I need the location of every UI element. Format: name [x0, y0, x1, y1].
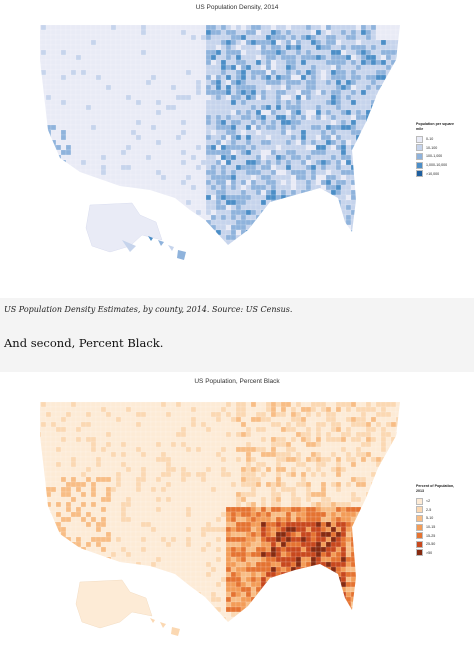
- density-map-panel: US Population Density, 2014 Population p…: [0, 0, 474, 298]
- section-heading: And second, Percent Black.: [4, 336, 164, 350]
- density-legend-item: 0-10: [416, 135, 456, 144]
- density-legend-swatch: [416, 170, 423, 178]
- density-legend-item: >10,000: [416, 169, 456, 178]
- percent-black-legend-swatch: [416, 540, 423, 548]
- density-legend-swatch: [416, 135, 423, 143]
- hawaii: [148, 236, 186, 260]
- percent-black-legend-item: 10-15: [416, 523, 456, 532]
- density-legend-label: 1,000-10,000: [426, 163, 448, 168]
- density-legend-label: >10,000: [426, 171, 440, 176]
- percent-black-legend-item: 15-25: [416, 531, 456, 540]
- percent-black-legend-swatch: [416, 523, 423, 531]
- alaska: [75, 579, 153, 629]
- percent-black-legend-swatch: [416, 514, 423, 522]
- density-legend-item: 10-100: [416, 144, 456, 153]
- percent-black-map-title: US Population, Percent Black: [194, 378, 280, 385]
- percent-black-legend-item: 5-10: [416, 514, 456, 523]
- percent-black-legend-label: 25-50: [426, 542, 436, 547]
- density-legend-label: 10-100: [426, 145, 438, 150]
- density-legend-item: 1,000-10,000: [416, 161, 456, 170]
- density-legend-swatch: [416, 152, 423, 160]
- density-map-title: US Population Density, 2014: [195, 4, 279, 11]
- density-map: [40, 25, 400, 260]
- density-legend-label: 0-10: [426, 137, 434, 142]
- density-legend-item: 100-1,000: [416, 152, 456, 161]
- percent-black-legend-label: 5-10: [426, 516, 434, 521]
- map-caption: US Population Density Estimates, by coun…: [4, 305, 293, 314]
- percent-black-legend-swatch: [416, 497, 423, 505]
- density-legend-swatch: [416, 144, 423, 152]
- density-legend-label: 100-1,000: [426, 154, 443, 159]
- percent-black-legend-swatch: [416, 532, 423, 540]
- percent-black-legend-title: Percent of Population, 2013: [416, 484, 455, 493]
- hawaii: [150, 618, 180, 636]
- alaska: [85, 202, 163, 253]
- percent-black-legend-label: >50: [426, 550, 433, 555]
- percent-black-legend-label: 2-5: [426, 507, 432, 512]
- density-legend-title: Population per square mile: [416, 122, 454, 131]
- percent-black-legend-item: <2: [416, 497, 456, 506]
- percent-black-legend-label: <2: [426, 499, 431, 504]
- percent-black-legend-swatch: [416, 549, 423, 557]
- percent-black-legend-label: 15-25: [426, 533, 436, 538]
- percent-black-legend-item: 25-50: [416, 540, 456, 549]
- percent-black-map: [40, 402, 400, 636]
- percent-black-legend-item: 2-5: [416, 506, 456, 515]
- percent-black-map-panel: US Population, Percent Black Percent of …: [0, 372, 474, 646]
- percent-black-legend-item: >50: [416, 549, 456, 558]
- percent-black-legend-swatch: [416, 506, 423, 514]
- percent-black-legend: Percent of Population, 2013 <2 2-5 5-10 10-…: [416, 484, 456, 557]
- density-legend-swatch: [416, 161, 423, 169]
- density-legend: Population per square mile 0-10 10-100 100…: [416, 122, 456, 178]
- percent-black-legend-label: 10-15: [426, 525, 436, 530]
